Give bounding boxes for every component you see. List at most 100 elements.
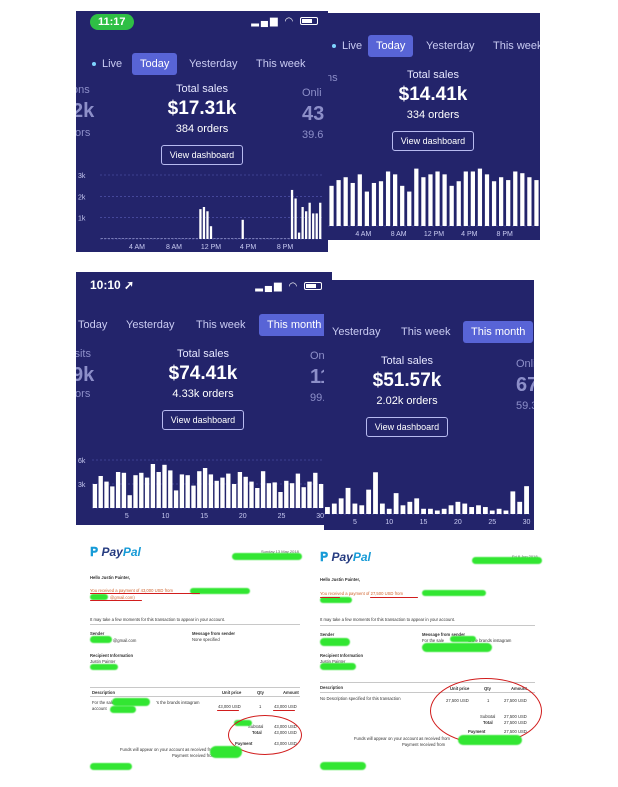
- bar: [185, 475, 190, 508]
- bar: [107, 238, 110, 239]
- view-dashboard-button[interactable]: View dashboard: [391, 131, 475, 151]
- bar: [434, 510, 440, 514]
- bar: [206, 211, 209, 239]
- bar: [449, 185, 454, 226]
- redaction-mark: [190, 588, 250, 594]
- bar: [301, 207, 304, 239]
- bar: [227, 238, 230, 239]
- sales-chart-p2: 4 AM 8 AM 12 PM 4 PM 8 PM: [328, 156, 540, 240]
- redaction-mark: [110, 706, 136, 713]
- tab-yesterday[interactable]: Yesterday: [126, 319, 175, 331]
- bar: [164, 238, 167, 239]
- tab-this-week[interactable]: This week: [401, 326, 451, 338]
- tab-this-week[interactable]: This week: [256, 58, 306, 70]
- tab-this-week[interactable]: This week: [196, 319, 246, 331]
- bar: [336, 180, 341, 226]
- bar: [476, 505, 481, 514]
- bar: [135, 238, 139, 239]
- bar: [284, 480, 289, 508]
- bar: [477, 168, 483, 226]
- redaction-mark: [320, 762, 366, 770]
- bar: [202, 468, 208, 508]
- bar: [283, 238, 287, 239]
- bar: [506, 180, 511, 226]
- tab-live[interactable]: Live: [84, 53, 130, 75]
- bar: [168, 470, 173, 508]
- tab-this-month[interactable]: This month: [463, 321, 534, 343]
- bar: [272, 482, 277, 508]
- bar: [352, 503, 358, 514]
- bar: [517, 501, 523, 514]
- redaction-mark: [210, 746, 242, 758]
- bar: [435, 171, 440, 226]
- bar: [484, 174, 490, 226]
- bar: [178, 238, 181, 239]
- bar: [266, 238, 269, 239]
- x-tick-label: 30: [316, 513, 324, 520]
- total-sales-label: Total sales: [407, 69, 459, 81]
- bar: [503, 510, 509, 514]
- tab-yesterday[interactable]: Yesterday: [426, 40, 475, 52]
- tab-yesterday[interactable]: Yesterday: [332, 326, 381, 338]
- side-visits-value: 2k: [76, 100, 95, 122]
- bar: [343, 177, 348, 226]
- bar: [421, 508, 426, 514]
- sender-label: Sender: [90, 631, 105, 636]
- bar: [208, 474, 214, 508]
- bar: [520, 173, 525, 226]
- tab-today[interactable]: Today: [132, 53, 178, 75]
- orders-count: 334 orders: [406, 109, 460, 121]
- red-underline: [370, 597, 418, 599]
- bar: [121, 472, 127, 508]
- bar: [364, 191, 369, 226]
- bar: [259, 238, 262, 239]
- bar: [371, 182, 377, 226]
- bar: [297, 232, 301, 239]
- bar-chart: 5 10 15 20 25 30: [324, 472, 531, 526]
- bar: [290, 189, 294, 239]
- bar: [255, 488, 260, 508]
- bar: [273, 238, 276, 239]
- bar: [366, 489, 372, 514]
- bar: [266, 483, 272, 508]
- bar: [223, 238, 227, 239]
- bar: [125, 238, 128, 239]
- total-sales-value: $17.31k: [167, 98, 237, 119]
- red-underline: [90, 593, 200, 595]
- tab-today[interactable]: Today: [368, 35, 414, 57]
- x-tick-label: 4 AM: [355, 231, 371, 238]
- live-dot-icon: [92, 62, 96, 67]
- redaction-mark: [320, 638, 350, 646]
- bar: [313, 472, 318, 508]
- tab-today[interactable]: Today: [78, 319, 108, 331]
- status-time: 10:10 ➚: [90, 278, 135, 292]
- view-dashboard-button[interactable]: View dashboard: [160, 145, 244, 165]
- tab-this-month[interactable]: This month: [259, 314, 330, 336]
- message-label: Message from sender: [422, 632, 466, 637]
- side-online-sub: 39.6: [302, 129, 324, 141]
- wifi-icon: ◠: [288, 281, 300, 292]
- view-dashboard-button[interactable]: View dashboard: [161, 410, 245, 430]
- x-tick-label: 4 AM: [129, 244, 145, 251]
- view-dashboard-button[interactable]: View dashboard: [365, 417, 449, 437]
- tab-yesterday[interactable]: Yesterday: [189, 58, 238, 70]
- item-line-2: account: [92, 706, 107, 711]
- bar: [455, 501, 461, 514]
- tab-this-week[interactable]: This week: [493, 40, 540, 52]
- bar: [195, 238, 199, 239]
- x-tick-label: 10: [162, 513, 170, 520]
- bar: [110, 486, 115, 508]
- bar: [181, 238, 184, 239]
- bar: [379, 503, 385, 514]
- bar: [234, 238, 237, 239]
- total-sales-value: $51.57k: [372, 370, 442, 391]
- col-unit-price: Unit price: [222, 690, 242, 695]
- bar-chart: 4 AM 8 AM 12 PM 4 PM 8 PM: [328, 168, 540, 238]
- redaction-mark: [458, 735, 522, 745]
- tab-live[interactable]: Live: [328, 35, 370, 57]
- bar: [534, 180, 539, 226]
- bar: [489, 510, 495, 514]
- bar: [428, 174, 433, 226]
- x-tick-label: 30: [523, 519, 531, 526]
- total-sales-value: $74.41k: [168, 363, 238, 384]
